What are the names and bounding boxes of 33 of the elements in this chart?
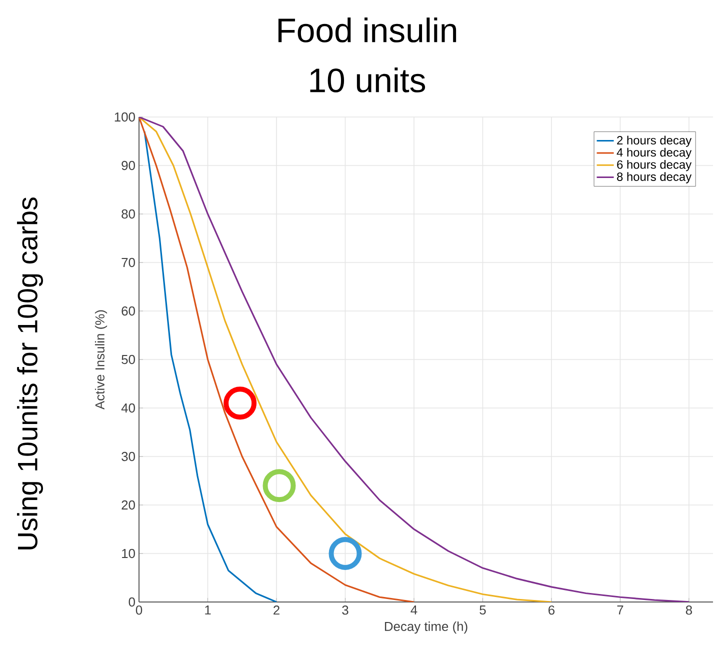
y-tick-label: 90: [122, 160, 135, 170]
legend-label: 4 hours decay: [616, 148, 692, 160]
chart-subtitle: 10 units: [310, 68, 426, 92]
y-tick-label: 40: [121, 403, 135, 413]
legend-label: 8 hours decay: [617, 172, 692, 184]
y-tick-label: 50: [122, 354, 135, 364]
x-tick-label: 1: [205, 606, 211, 614]
y-axis-title: Active Insulin (%): [94, 310, 108, 410]
y-tick-label: 70: [122, 258, 135, 268]
chart-title: Food insulin: [278, 18, 456, 42]
y-tick-label: 30: [122, 452, 135, 462]
x-tick-label: 0: [136, 606, 142, 615]
y-tick-label: 60: [122, 306, 135, 316]
point: [262, 469, 296, 502]
y-tick-label: 20: [122, 500, 135, 510]
y-tick-label: 0: [128, 597, 135, 607]
x-tick-label: 4: [410, 606, 418, 614]
legend-label: 6 hours decay: [617, 160, 692, 172]
line-series: [144, 130, 278, 602]
x-axis-title: Decay time (h): [384, 622, 468, 634]
x-tick-label: 8: [686, 606, 692, 615]
x-tick-label: 2: [274, 606, 280, 615]
y-tick-label: 100: [114, 112, 135, 122]
y-tick-label: 80: [122, 209, 135, 219]
x-tick-label: 5: [480, 606, 486, 615]
text: Using 10units for 100g carbs: [17, 198, 43, 550]
x-tick-label: 7: [617, 606, 624, 614]
y-tick-label: 10: [122, 548, 135, 558]
point: [224, 386, 257, 420]
x-tick-label: 6: [548, 606, 555, 615]
x-tick-label: 3: [342, 606, 348, 615]
point: [328, 536, 362, 570]
legend-label: 2 hours decay: [617, 136, 692, 147]
